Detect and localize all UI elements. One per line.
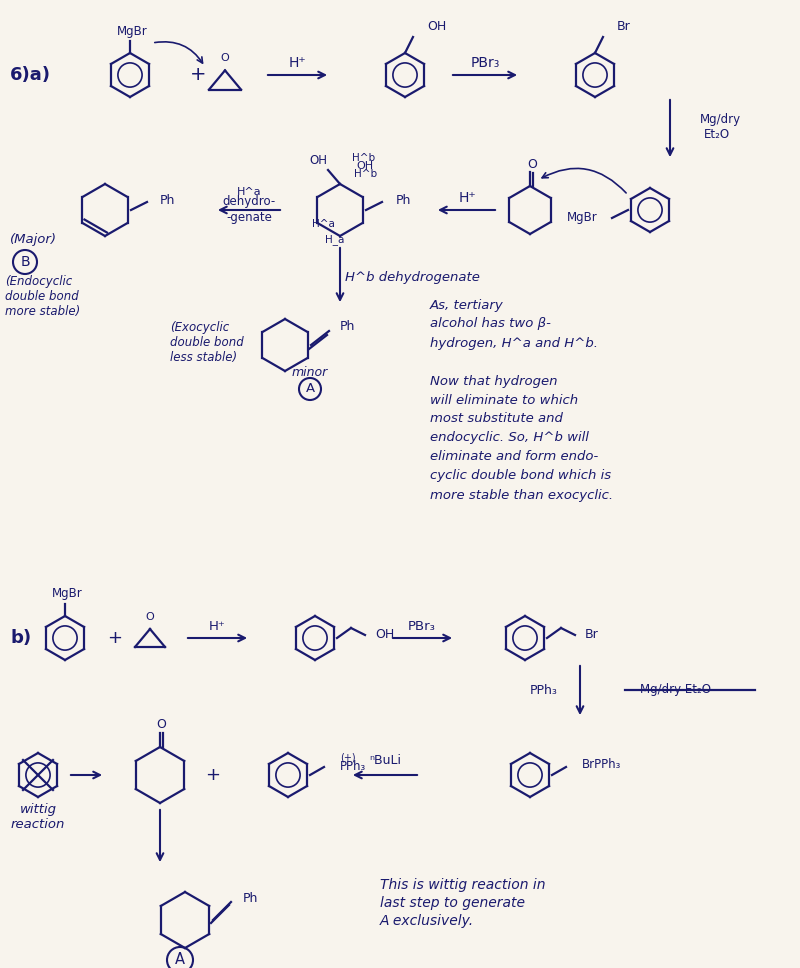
Text: This is wittig reaction in: This is wittig reaction in xyxy=(380,878,546,892)
Text: OH: OH xyxy=(427,20,446,34)
Text: MgBr: MgBr xyxy=(117,24,147,38)
Text: B: B xyxy=(20,255,30,269)
Text: O: O xyxy=(146,612,154,622)
Text: PPh₃: PPh₃ xyxy=(530,683,558,697)
Text: Et₂O: Et₂O xyxy=(704,129,730,141)
Text: H^a: H^a xyxy=(312,219,335,229)
Text: alcohol has two β-: alcohol has two β- xyxy=(430,318,551,330)
Text: endocyclic. So, H^b will: endocyclic. So, H^b will xyxy=(430,432,589,444)
Text: (Endocyclic: (Endocyclic xyxy=(5,276,72,288)
Text: Br: Br xyxy=(617,20,630,34)
Text: dehydro-: dehydro- xyxy=(222,196,276,208)
Text: OH: OH xyxy=(356,161,373,171)
Text: +: + xyxy=(190,66,206,84)
Text: b): b) xyxy=(10,629,31,647)
Text: (Exocyclic: (Exocyclic xyxy=(170,320,230,334)
Text: H⁺: H⁺ xyxy=(288,56,306,70)
Text: 6)a): 6)a) xyxy=(10,66,51,84)
Text: OH: OH xyxy=(309,154,327,166)
Text: double bond: double bond xyxy=(5,290,78,304)
Text: double bond: double bond xyxy=(170,336,244,348)
Text: Ph: Ph xyxy=(160,194,175,206)
Text: Mg/dry: Mg/dry xyxy=(700,113,741,127)
Text: (Major): (Major) xyxy=(10,233,57,247)
Text: Mg/dry Et₂O: Mg/dry Et₂O xyxy=(640,683,711,697)
Text: Ph: Ph xyxy=(243,892,258,904)
Text: last step to generate: last step to generate xyxy=(380,896,525,910)
Text: minor: minor xyxy=(292,367,328,379)
Text: H⁺: H⁺ xyxy=(458,191,476,205)
Text: MgBr: MgBr xyxy=(567,211,598,225)
Text: PBr₃: PBr₃ xyxy=(408,620,436,632)
Text: PBr₃: PBr₃ xyxy=(470,56,500,70)
Text: MgBr: MgBr xyxy=(52,588,82,600)
Text: wittig: wittig xyxy=(19,803,57,816)
Text: BrPPh₃: BrPPh₃ xyxy=(582,759,622,771)
Text: H⁺: H⁺ xyxy=(209,620,226,632)
Text: PPh₃: PPh₃ xyxy=(340,761,366,773)
Text: hydrogen, H^a and H^b.: hydrogen, H^a and H^b. xyxy=(430,337,598,349)
Text: A exclusively.: A exclusively. xyxy=(380,914,474,928)
Text: O: O xyxy=(221,53,230,63)
Text: A: A xyxy=(175,953,185,967)
Text: O: O xyxy=(156,718,166,732)
Text: +: + xyxy=(206,766,221,784)
Text: cyclic double bond which is: cyclic double bond which is xyxy=(430,469,611,482)
Text: Ph: Ph xyxy=(396,194,411,206)
Text: (+): (+) xyxy=(340,752,356,762)
Text: O: O xyxy=(527,158,537,170)
Text: As, tertiary: As, tertiary xyxy=(430,298,504,312)
Text: A: A xyxy=(306,382,314,396)
Text: Ph: Ph xyxy=(340,320,355,334)
Text: eliminate and form endo-: eliminate and form endo- xyxy=(430,450,598,464)
Text: reaction: reaction xyxy=(11,819,65,832)
Text: H^b dehydrogenate: H^b dehydrogenate xyxy=(345,270,480,284)
Text: more stable): more stable) xyxy=(5,306,80,318)
Text: less stable): less stable) xyxy=(170,350,237,364)
Text: Now that hydrogen: Now that hydrogen xyxy=(430,375,558,387)
Text: -genate: -genate xyxy=(226,211,272,225)
Text: H^b: H^b xyxy=(354,169,377,179)
Text: OH: OH xyxy=(375,628,394,642)
Text: more stable than exocyclic.: more stable than exocyclic. xyxy=(430,489,613,501)
Text: H^a: H^a xyxy=(237,187,262,197)
Text: most substitute and: most substitute and xyxy=(430,412,563,426)
Text: will eliminate to which: will eliminate to which xyxy=(430,394,578,407)
Text: ⁿBuLi: ⁿBuLi xyxy=(369,754,401,768)
Text: H_a: H_a xyxy=(326,234,345,246)
Text: Br: Br xyxy=(585,628,598,642)
Text: H^b: H^b xyxy=(352,153,375,163)
Text: +: + xyxy=(107,629,122,647)
